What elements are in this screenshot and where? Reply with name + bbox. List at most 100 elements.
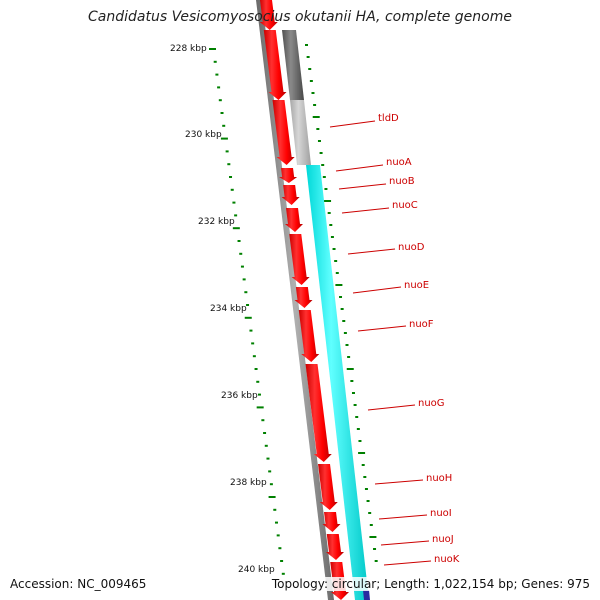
gene-label: nuoB bbox=[389, 176, 415, 187]
cds-arrow bbox=[279, 168, 298, 183]
minor-tick-mark bbox=[309, 80, 313, 82]
leader-line bbox=[380, 540, 430, 546]
minor-tick-mark bbox=[319, 152, 323, 154]
genome-stats-value: Topology: circular; Length: 1,022,154 bp… bbox=[270, 577, 591, 591]
gene-leader-lines bbox=[329, 120, 432, 566]
leader-line bbox=[341, 207, 390, 214]
minor-tick-mark bbox=[355, 416, 359, 418]
leader-line bbox=[352, 286, 402, 294]
cds-arrow bbox=[298, 310, 320, 362]
gene-label: nuoA bbox=[386, 157, 412, 168]
minor-tick-mark bbox=[249, 329, 253, 332]
minor-tick-mark bbox=[332, 248, 336, 250]
major-tick-mark bbox=[335, 284, 343, 286]
minor-tick-mark bbox=[215, 73, 219, 76]
minor-tick-mark bbox=[313, 104, 317, 106]
major-tick-mark bbox=[256, 406, 264, 409]
leader-line bbox=[383, 560, 432, 566]
minor-tick-mark bbox=[232, 201, 236, 204]
minor-tick-mark bbox=[329, 224, 333, 226]
gene-label: nuoJ bbox=[432, 534, 454, 545]
minor-tick-mark bbox=[239, 252, 243, 255]
minor-tick-mark bbox=[334, 260, 338, 262]
leader-line bbox=[374, 479, 424, 485]
minor-tick-mark bbox=[278, 547, 282, 550]
cds-arrow bbox=[272, 100, 295, 165]
cog-segment-light bbox=[290, 100, 311, 165]
minor-tick-mark bbox=[273, 508, 277, 511]
minor-tick-mark bbox=[220, 112, 224, 114]
minor-tick-mark bbox=[242, 278, 246, 281]
cds-features bbox=[259, 0, 349, 600]
minor-tick-mark bbox=[347, 356, 351, 358]
minor-tick-mark bbox=[316, 128, 320, 130]
minor-tick-mark bbox=[261, 419, 265, 422]
minor-tick-mark bbox=[353, 404, 357, 406]
minor-tick-mark bbox=[339, 296, 343, 298]
right-dots bbox=[305, 44, 378, 562]
minor-tick-mark bbox=[330, 236, 334, 238]
minor-tick-mark bbox=[335, 272, 339, 274]
cds-arrow bbox=[285, 208, 303, 232]
minor-tick-mark bbox=[364, 488, 368, 490]
minor-tick-mark bbox=[281, 572, 285, 575]
minor-tick-mark bbox=[256, 380, 260, 383]
cog-segment-blue bbox=[363, 590, 370, 600]
gene-label: nuoI bbox=[430, 508, 452, 519]
minor-tick-mark bbox=[322, 176, 326, 178]
cds-arrow bbox=[294, 287, 313, 308]
minor-tick-mark bbox=[213, 60, 217, 63]
major-tick-mark bbox=[209, 48, 216, 50]
minor-tick-mark bbox=[356, 428, 360, 430]
minor-tick-mark bbox=[274, 521, 278, 524]
minor-tick-mark bbox=[222, 124, 226, 127]
minor-tick-mark bbox=[268, 470, 272, 473]
minor-tick-mark bbox=[251, 342, 255, 345]
minor-tick-mark bbox=[254, 368, 258, 370]
major-tick-mark bbox=[358, 452, 366, 454]
minor-tick-mark bbox=[317, 140, 321, 142]
major-tick-mark bbox=[244, 316, 252, 319]
minor-tick-mark bbox=[246, 304, 250, 306]
minor-tick-mark bbox=[266, 457, 270, 460]
cog-segment-dark bbox=[282, 30, 304, 100]
major-tick-mark bbox=[324, 200, 332, 202]
genome-stats-text: Topology: circular; Length: 1,022,154 bp… bbox=[270, 577, 591, 591]
minor-tick-mark bbox=[345, 344, 349, 346]
minor-tick-mark bbox=[269, 483, 273, 486]
tick-label: 234 kbp bbox=[210, 304, 247, 314]
minor-tick-mark bbox=[280, 560, 284, 562]
map-title: Candidatus Vesicomyosocius okutanii HA, … bbox=[88, 9, 512, 25]
minor-tick-mark bbox=[358, 440, 362, 442]
left-dots bbox=[209, 48, 285, 575]
minor-tick-mark bbox=[264, 444, 268, 447]
minor-tick-mark bbox=[276, 534, 280, 537]
minor-tick-mark bbox=[321, 164, 325, 166]
minor-tick-mark bbox=[373, 548, 377, 550]
minor-tick-mark bbox=[252, 355, 256, 358]
leader-line bbox=[367, 404, 416, 411]
minor-tick-mark bbox=[361, 464, 365, 466]
gene-label: nuoD bbox=[398, 242, 425, 253]
cds-arrow bbox=[305, 364, 332, 462]
gene-label: tldD bbox=[378, 113, 399, 124]
minor-tick-mark bbox=[225, 150, 229, 153]
minor-tick-mark bbox=[311, 92, 315, 94]
minor-tick-mark bbox=[324, 188, 328, 190]
tick-label: 240 kbp bbox=[238, 565, 275, 575]
leader-line bbox=[338, 183, 387, 190]
cds-arrow bbox=[281, 185, 300, 205]
major-tick-mark bbox=[312, 116, 320, 118]
major-tick-mark bbox=[346, 368, 354, 370]
minor-tick-mark bbox=[227, 163, 231, 166]
leader-line bbox=[329, 120, 376, 128]
minor-tick-mark bbox=[343, 332, 347, 334]
minor-tick-mark bbox=[340, 308, 344, 310]
tick-label: 232 kbp bbox=[198, 217, 235, 227]
leader-line bbox=[357, 325, 407, 332]
minor-tick-mark bbox=[305, 44, 308, 46]
leader-line bbox=[335, 164, 384, 172]
minor-tick-mark bbox=[351, 392, 355, 394]
major-tick-mark bbox=[369, 536, 377, 538]
